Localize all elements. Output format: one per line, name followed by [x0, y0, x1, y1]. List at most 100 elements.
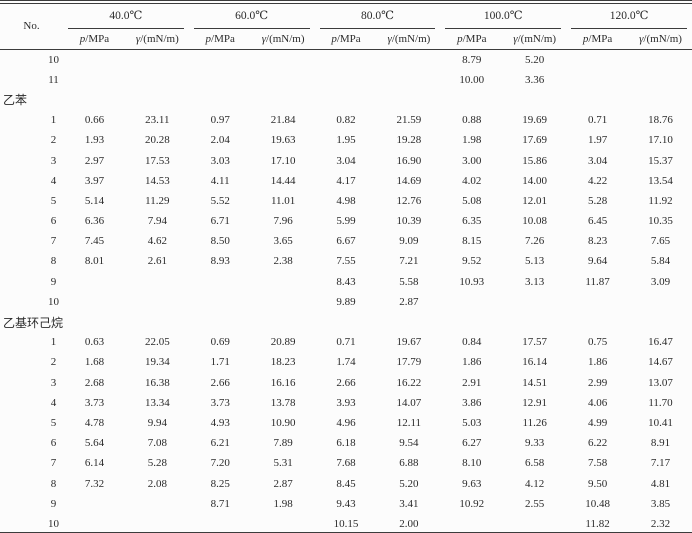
subheader-row: p/MPa γ/(mN/m) p/MPa γ/(mN/m) p/MPa γ/(m…	[0, 29, 692, 50]
gamma-value: 4.12	[525, 477, 545, 490]
gamma-value: 5.20	[525, 53, 545, 66]
gamma-value: 16.38	[144, 376, 170, 389]
row-number: 5	[50, 194, 57, 207]
gamma-value: 3.36	[525, 73, 545, 86]
subheader-pressure: p/MPa	[314, 29, 378, 50]
pressure-value: 4.78	[84, 416, 105, 429]
pressure-value: 6.14	[84, 457, 105, 470]
subheader-pressure: p/MPa	[440, 29, 504, 50]
gamma-value: 19.34	[144, 356, 170, 369]
subheader-gamma: γ/(mN/m)	[629, 29, 692, 50]
pressure-value: 3.04	[587, 154, 608, 167]
gamma-value: 5.13	[525, 255, 545, 268]
table-row: 5 4.78 9.94 4.93 10.90 4.96 12.11 5.03 11.26 4.99…	[0, 413, 692, 433]
pressure-value: 0.88	[462, 114, 482, 127]
pressure-value: 8.10	[462, 457, 482, 470]
gamma-value	[126, 514, 189, 532]
gamma-value: 6.58	[525, 457, 545, 470]
pressure-value: 8.25	[210, 477, 230, 490]
gamma-value: 19.28	[396, 134, 422, 147]
table-row: 7 6.14 5.28 7.20 5.31 7.68 6.88 8.10 6.58 7.58 7.1…	[0, 454, 692, 474]
table-header: No. 40.0℃ 60.0℃ 80.0℃ 100.0℃ 120.0℃ p/MP…	[0, 4, 692, 50]
column-header-no: No.	[0, 4, 63, 50]
gamma-value: 10.41	[648, 416, 673, 429]
pressure-value: 6.71	[210, 215, 230, 228]
row-number: 2	[50, 356, 57, 369]
pressure-value: 7.20	[210, 457, 230, 470]
gamma-value: 13.78	[270, 396, 296, 409]
row-number: 5	[50, 416, 57, 429]
gamma-value	[252, 272, 315, 292]
row-number: 4	[50, 396, 57, 409]
pressure-value: 3.97	[84, 174, 105, 187]
gamma-value: 1.98	[273, 497, 293, 510]
gamma-value: 3.09	[650, 275, 671, 288]
gamma-value	[503, 292, 566, 312]
gamma-value: 13.54	[648, 174, 673, 187]
gamma-value	[377, 50, 440, 71]
gamma-value	[252, 292, 315, 312]
pressure-value: 2.97	[84, 154, 105, 167]
pressure-value: 8.71	[210, 497, 230, 510]
pressure-value: 4.99	[587, 416, 608, 429]
gamma-value: 11.01	[270, 194, 296, 207]
gamma-value: 21.84	[270, 114, 296, 127]
gamma-value: 7.08	[147, 437, 167, 450]
gamma-value: 18.76	[648, 114, 673, 127]
gamma-value: 7.26	[525, 235, 545, 248]
pressure-value	[315, 50, 378, 71]
gamma-value: 10.35	[648, 215, 673, 228]
gamma-value: 21.59	[396, 114, 422, 127]
row-number: 6	[50, 215, 57, 228]
table-row: 3 2.97 17.53 3.03 17.10 3.04 16.90 3.00 15.86 3.0…	[0, 151, 692, 171]
table-row: 11 10.00 3.36	[0, 70, 692, 90]
gamma-value: 5.28	[147, 457, 167, 470]
gamma-value: 5.84	[650, 255, 671, 268]
gamma-value: 16.16	[270, 376, 296, 389]
gamma-value: 16.47	[648, 336, 673, 349]
pressure-unit: /MPa	[336, 32, 361, 45]
gamma-value: 14.51	[522, 376, 548, 389]
gamma-value: 18.23	[270, 356, 296, 369]
table-row: 10 9.89 2.87	[0, 292, 692, 312]
pressure-value: 6.18	[336, 437, 356, 450]
table-row: 4 3.97 14.53 4.11 14.44 4.17 14.69 4.02 14.00 4.2…	[0, 171, 692, 191]
gamma-value: 7.89	[273, 437, 293, 450]
pressure-value: 0.82	[336, 114, 356, 127]
row-number: 10	[48, 53, 59, 66]
gamma-value: 2.87	[399, 295, 419, 308]
gamma-value: 2.00	[399, 517, 419, 530]
pressure-value	[189, 50, 252, 71]
subheader-pressure: p/MPa	[566, 29, 630, 50]
gamma-unit: /(mN/m)	[140, 32, 179, 45]
table-row: 8 7.32 2.08 8.25 2.87 8.45 5.20 9.63 4.12 9.50 4.8…	[0, 474, 692, 494]
gamma-value: 8.91	[650, 437, 671, 450]
row-number: 2	[50, 134, 57, 147]
pressure-value: 8.23	[587, 235, 608, 248]
gamma-value: 11.70	[648, 396, 673, 409]
table-row: 5 5.14 11.29 5.52 11.01 4.98 12.76 5.08 12.01 5.2…	[0, 191, 692, 211]
gamma-value: 17.10	[270, 154, 296, 167]
gamma-value: 5.31	[273, 457, 293, 470]
pressure-value: 3.86	[462, 396, 482, 409]
table-row: 1 0.66 23.11 0.97 21.84 0.82 21.59 0.88 19.69 0.7…	[0, 111, 692, 131]
section-row: 乙基环己烷	[0, 312, 692, 332]
pressure-value	[440, 292, 503, 312]
gamma-value: 5.58	[399, 275, 419, 288]
table-row: 3 2.68 16.38 2.66 16.16 2.66 16.22 2.91 14.51 2.9…	[0, 373, 692, 393]
column-header-temp-100: 100.0℃	[440, 4, 566, 29]
gamma-symbol: γ	[639, 32, 644, 45]
pressure-value: 11.87	[585, 275, 610, 288]
pressure-symbol: p	[79, 32, 86, 45]
pressure-value: 5.99	[336, 215, 356, 228]
pressure-value: 6.22	[587, 437, 608, 450]
pressure-unit: /MPa	[211, 32, 235, 45]
row-number: 10	[48, 517, 59, 530]
pressure-value: 11.82	[585, 517, 610, 530]
pressure-value: 6.36	[84, 215, 105, 228]
pressure-value: 5.03	[462, 416, 482, 429]
row-number: 3	[50, 376, 57, 389]
pressure-value: 4.96	[336, 416, 356, 429]
pressure-value: 7.45	[84, 235, 105, 248]
subheader-gamma: γ/(mN/m)	[377, 29, 441, 50]
